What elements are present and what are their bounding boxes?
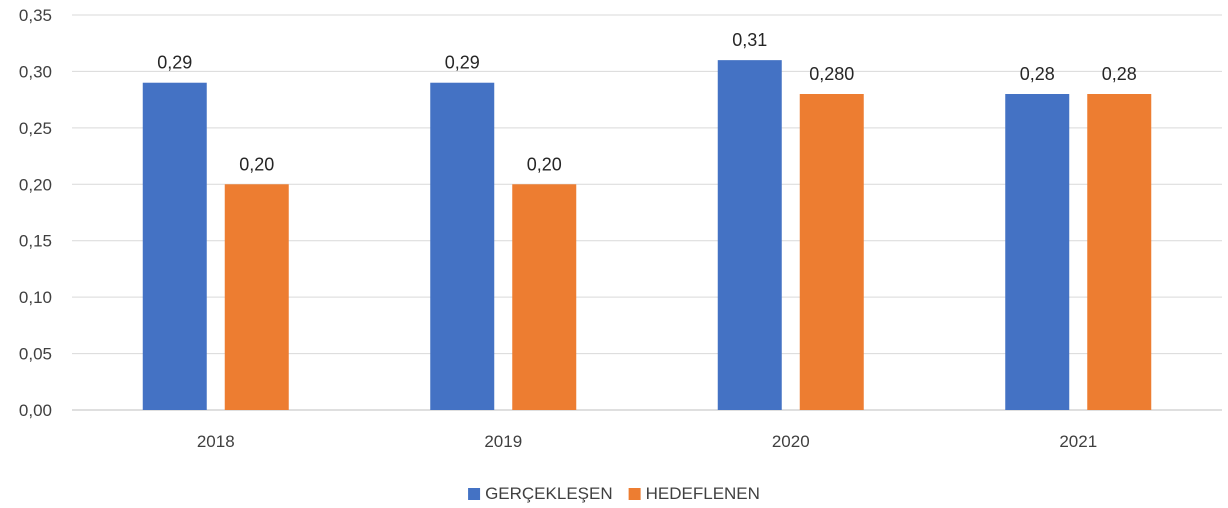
x-tick-label: 2018 [197,432,235,451]
y-tick-label: 0,20 [19,175,52,194]
bar-2020-series-0 [717,60,782,411]
legend: GERÇEKLEŞEN HEDEFLENEN [468,484,760,503]
data-label: 0,20 [239,154,274,174]
bar-2018-series-0 [142,82,207,410]
bars [142,60,1152,411]
bar-2019-series-0 [430,82,495,410]
y-tick-label: 0,00 [19,401,52,420]
data-label: 0,31 [732,30,767,50]
legend-swatch [628,488,641,500]
data-label: 0,28 [1102,64,1137,84]
data-label: 0,29 [157,53,192,73]
data-label: 0,28 [1020,64,1055,84]
bar-2019-series-1 [512,184,577,410]
data-label: 0,29 [445,53,480,73]
bar-2018-series-1 [224,184,289,410]
y-axis: 0,00 0,05 0,10 0,15 0,20 0,25 0,30 0,35 [19,6,52,420]
x-tick-label: 2019 [484,432,522,451]
data-label: 0,20 [527,154,562,174]
data-labels: 0,29 0,20 0,29 0,20 0,31 0,280 0,28 0,28 [157,30,1137,174]
x-tick-label: 2021 [1059,432,1097,451]
y-tick-label: 0,25 [19,119,52,138]
y-tick-label: 0,10 [19,288,52,307]
legend-swatch [468,488,481,500]
bar-2021-series-1 [1087,94,1152,410]
bar-2020-series-1 [799,94,864,410]
legend-item-0: GERÇEKLEŞEN [468,484,613,503]
y-tick-label: 0,15 [19,232,52,251]
data-label: 0,280 [809,64,854,84]
x-tick-label: 2020 [772,432,810,451]
legend-item-1: HEDEFLENEN [628,484,760,503]
bar-2021-series-0 [1005,94,1070,410]
y-tick-label: 0,35 [19,6,52,25]
legend-label: HEDEFLENEN [646,484,760,503]
y-tick-label: 0,30 [19,62,52,81]
x-axis: 2018 2019 2020 2021 [197,432,1097,451]
y-tick-label: 0,05 [19,345,52,364]
legend-label: GERÇEKLEŞEN [485,484,613,503]
